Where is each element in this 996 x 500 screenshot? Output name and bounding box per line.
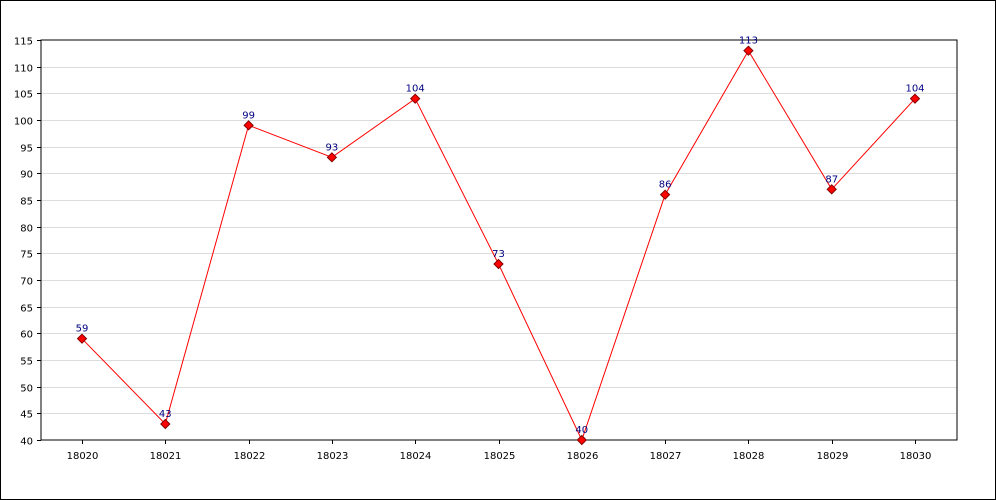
data-label: 113 xyxy=(739,36,758,47)
data-point xyxy=(409,93,421,104)
y-tick-label: 65 xyxy=(20,304,33,315)
data-label: 104 xyxy=(905,84,924,95)
data-label: 59 xyxy=(76,324,89,335)
data-label: 43 xyxy=(159,409,172,420)
y-tick-label: 105 xyxy=(14,90,33,101)
y-tick-label: 95 xyxy=(20,144,33,155)
x-tick-label: 18028 xyxy=(733,451,765,462)
data-label: 104 xyxy=(406,84,425,95)
data-label: 87 xyxy=(825,174,838,185)
data-point xyxy=(576,434,588,446)
x-tick-label: 18021 xyxy=(150,451,182,462)
x-tick-label: 18027 xyxy=(650,451,682,462)
data-point xyxy=(909,93,921,104)
x-tick-label: 18029 xyxy=(817,451,849,462)
x-tick-label: 18030 xyxy=(900,451,932,462)
x-axis: 18020 18021 18022 18023 18024 18025 18026 18027… xyxy=(67,440,932,462)
series-line-path xyxy=(81,49,916,442)
y-tick-label: 100 xyxy=(14,117,33,128)
x-tick-label: 18023 xyxy=(317,451,349,462)
data-point xyxy=(326,152,338,163)
x-tick-label: 18020 xyxy=(67,451,99,462)
data-label: 93 xyxy=(326,142,339,153)
data-point xyxy=(659,189,671,200)
y-tick-label: 75 xyxy=(20,250,33,261)
data-point xyxy=(243,120,254,131)
x-tick-label: 18025 xyxy=(484,451,516,462)
data-point xyxy=(160,418,171,430)
data-point xyxy=(76,333,88,344)
data-label: 73 xyxy=(492,249,505,260)
data-labels: 59 43 99 93 104 73 40 86 113 87 104 xyxy=(76,36,925,436)
y-axis: 40 45 50 55 60 65 70 75 80 85 90 95 100 105 110 115 xyxy=(14,37,41,448)
data-label: 86 xyxy=(659,180,672,191)
data-label: 40 xyxy=(575,425,588,436)
y-tick-label: 85 xyxy=(20,197,33,208)
series-markers xyxy=(76,45,921,446)
data-point xyxy=(743,45,754,56)
data-point xyxy=(826,184,837,195)
data-point xyxy=(493,258,504,270)
y-tick-label: 45 xyxy=(20,410,33,421)
data-label: 99 xyxy=(242,110,255,121)
x-tick-label: 18022 xyxy=(234,451,266,462)
x-tick-label: 18026 xyxy=(567,451,599,462)
gridlines xyxy=(41,67,957,414)
y-tick-label: 110 xyxy=(14,64,33,75)
y-tick-label: 50 xyxy=(20,384,33,395)
y-tick-label: 70 xyxy=(20,277,33,288)
y-tick-label: 90 xyxy=(20,170,33,181)
x-tick-label: 18024 xyxy=(400,451,432,462)
y-tick-label: 55 xyxy=(20,357,33,368)
y-tick-label: 115 xyxy=(14,37,33,48)
y-tick-label: 40 xyxy=(20,437,33,448)
plot-area xyxy=(40,39,958,441)
series-line xyxy=(81,49,916,442)
y-tick-label: 60 xyxy=(20,330,33,341)
y-tick-label: 80 xyxy=(20,224,33,235)
